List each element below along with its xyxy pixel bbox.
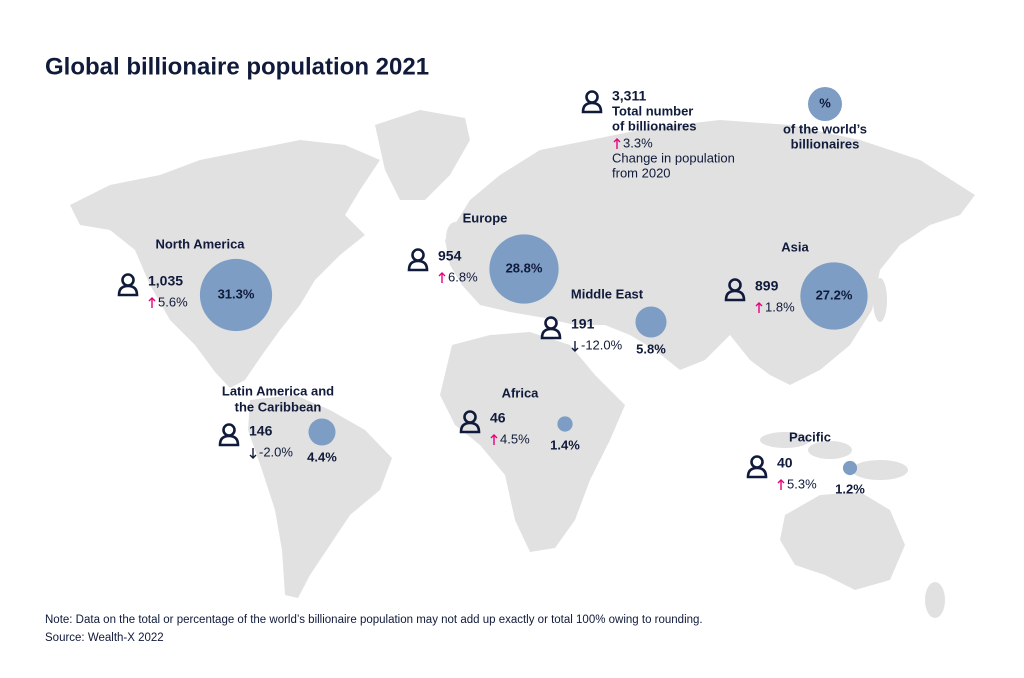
land — [248, 395, 392, 598]
person-icon — [459, 410, 481, 434]
person-icon — [218, 423, 240, 447]
population-change: 5.3% — [787, 476, 817, 491]
legend-change-label: from 2020 — [612, 165, 671, 180]
title: Global billionaire population 2021 — [45, 53, 429, 80]
legend-share-label: billionaires — [791, 136, 860, 151]
share-label: 27.2% — [816, 287, 853, 302]
icon-head — [222, 423, 236, 437]
world-map — [70, 110, 975, 618]
region-name: Asia — [781, 239, 809, 254]
legend-bubble — [808, 87, 842, 121]
share-label: 1.4% — [550, 437, 580, 452]
population-change: -2.0% — [259, 444, 293, 459]
arrow-head — [249, 454, 257, 459]
billionaire-count: 146 — [249, 423, 273, 439]
land — [760, 432, 810, 448]
share-bubble — [308, 418, 336, 446]
arrow-head — [613, 138, 621, 143]
person-icon — [581, 90, 603, 114]
change-arrow — [777, 479, 785, 490]
share-bubble — [199, 258, 273, 332]
legend-share-symbol: % — [819, 95, 831, 110]
legend-change-label: Change in population — [612, 150, 735, 165]
population-change: 5.6% — [158, 294, 188, 309]
population-change: 4.5% — [500, 431, 530, 446]
change-arrow — [490, 434, 498, 445]
land — [873, 278, 887, 322]
change-arrow — [571, 341, 579, 352]
share-label: 5.8% — [636, 341, 666, 356]
share-label: 31.3% — [218, 286, 255, 301]
icon-body — [218, 434, 240, 447]
share-label: 28.8% — [506, 260, 543, 275]
icon-body — [540, 327, 562, 340]
population-change: 1.8% — [765, 299, 795, 314]
region-name: Europe — [463, 210, 508, 225]
person-icon — [407, 248, 429, 272]
change-arrow — [613, 138, 621, 149]
icon-body — [581, 101, 603, 114]
arrow-head — [148, 297, 156, 302]
icon-body — [117, 284, 139, 297]
person-icon — [746, 455, 768, 479]
person-icon — [117, 273, 139, 297]
legend-change: 3.3% — [623, 135, 653, 150]
icon-head — [121, 273, 135, 287]
icon-body — [724, 289, 746, 302]
icon-head — [411, 248, 425, 262]
land — [780, 492, 905, 590]
legend-count-label: of billionaires — [612, 118, 697, 133]
change-arrow — [249, 448, 257, 459]
region-name: Latin America and — [222, 383, 334, 398]
icon-head — [585, 90, 599, 104]
land — [446, 222, 464, 254]
billionaire-count: 191 — [571, 316, 595, 332]
change-arrow — [148, 297, 156, 308]
note: Note: Data on the total or percentage of… — [45, 614, 703, 626]
land — [440, 332, 625, 552]
land — [808, 441, 852, 459]
land — [375, 110, 470, 200]
share-bubble — [489, 234, 559, 304]
billionaire-count: 899 — [755, 278, 779, 294]
population-change: -12.0% — [581, 337, 623, 352]
share-label: 4.4% — [307, 449, 337, 464]
arrow-head — [755, 302, 763, 307]
change-arrow — [438, 272, 446, 283]
share-label: 1.2% — [835, 481, 865, 496]
share-bubble — [800, 262, 868, 330]
person-icon — [724, 278, 746, 302]
arrow-head — [490, 434, 498, 439]
billionaire-count: 1,035 — [148, 273, 183, 289]
region-name: Pacific — [789, 429, 831, 444]
population-change: 6.8% — [448, 269, 478, 284]
arrow-head — [438, 272, 446, 277]
icon-body — [407, 259, 429, 272]
share-bubble — [557, 416, 573, 432]
change-arrow — [755, 302, 763, 313]
land — [852, 460, 908, 480]
person-icon — [540, 316, 562, 340]
arrow-head — [777, 479, 785, 484]
billionaire-count: 954 — [438, 248, 462, 264]
source: Source: Wealth-X 2022 — [45, 632, 164, 644]
legend-count: 3,311 — [612, 88, 646, 104]
land — [925, 582, 945, 618]
arrow-head — [571, 347, 579, 352]
region-name: Africa — [502, 385, 540, 400]
icon-body — [459, 421, 481, 434]
icon-body — [746, 466, 768, 479]
region-name: Middle East — [571, 286, 644, 301]
share-bubble — [635, 306, 667, 338]
billionaire-count: 46 — [490, 410, 506, 426]
legend-share-label: of the world’s — [783, 121, 867, 136]
region-name: the Caribbean — [235, 399, 322, 414]
share-bubble — [842, 460, 858, 476]
icon-head — [750, 455, 764, 469]
region-name: North America — [155, 236, 245, 251]
legend-count-label: Total number — [612, 103, 693, 118]
billionaire-count: 40 — [777, 455, 793, 471]
